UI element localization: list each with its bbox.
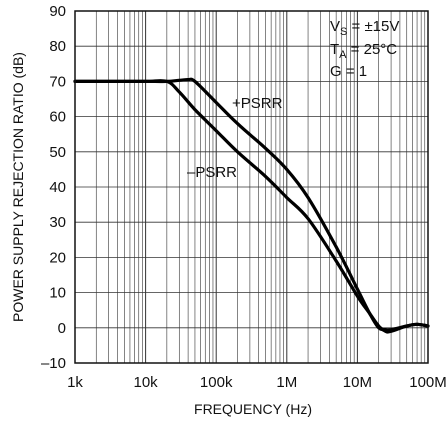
- condition-ta: TA = 25°C: [330, 41, 397, 61]
- y-tick-label: 60: [49, 109, 66, 126]
- x-tick-label: 10M: [343, 374, 372, 391]
- y-tick-label: 80: [49, 38, 66, 55]
- condition-vs: VS = ±15V: [330, 18, 399, 38]
- y-axis-title: POWER SUPPLY REJECTION RATIO (dB): [10, 52, 26, 322]
- y-tick-label: 30: [49, 214, 66, 231]
- y-tick-label: 50: [49, 144, 66, 161]
- series-line-plus-psrr: [73, 77, 430, 332]
- y-tick-label: –10: [41, 355, 66, 372]
- y-tick-label: 40: [49, 179, 66, 196]
- series-line-minus-psrr: [73, 79, 430, 334]
- y-tick-label: 10: [49, 285, 66, 302]
- x-tick-label: 100k: [200, 374, 233, 391]
- y-tick-label: 20: [49, 249, 66, 266]
- y-tick-label: 0: [58, 320, 66, 337]
- x-tick-labels: 1k 10k 100k 1M 10M 100M: [67, 374, 447, 391]
- y-tick-label: 70: [49, 73, 66, 90]
- x-axis-title: FREQUENCY (Hz): [194, 401, 312, 417]
- x-tick-label: 1M: [276, 374, 297, 391]
- condition-gain: G = 1: [330, 63, 367, 80]
- x-tick-label: 100M: [409, 374, 447, 391]
- series-label-minus-psrr: –PSRR: [187, 164, 237, 181]
- y-tick-label: 90: [49, 3, 66, 20]
- series-label-plus-psrr: +PSRR: [232, 95, 283, 112]
- plot-frame: [74, 10, 429, 364]
- x-tick-label: 10k: [134, 374, 159, 391]
- series-lines: [73, 77, 430, 334]
- grid: [75, 11, 428, 363]
- y-tick-labels: –10 0 10 20 30 40 50 60 70 80 90: [41, 3, 66, 372]
- x-tick-label: 1k: [67, 374, 83, 391]
